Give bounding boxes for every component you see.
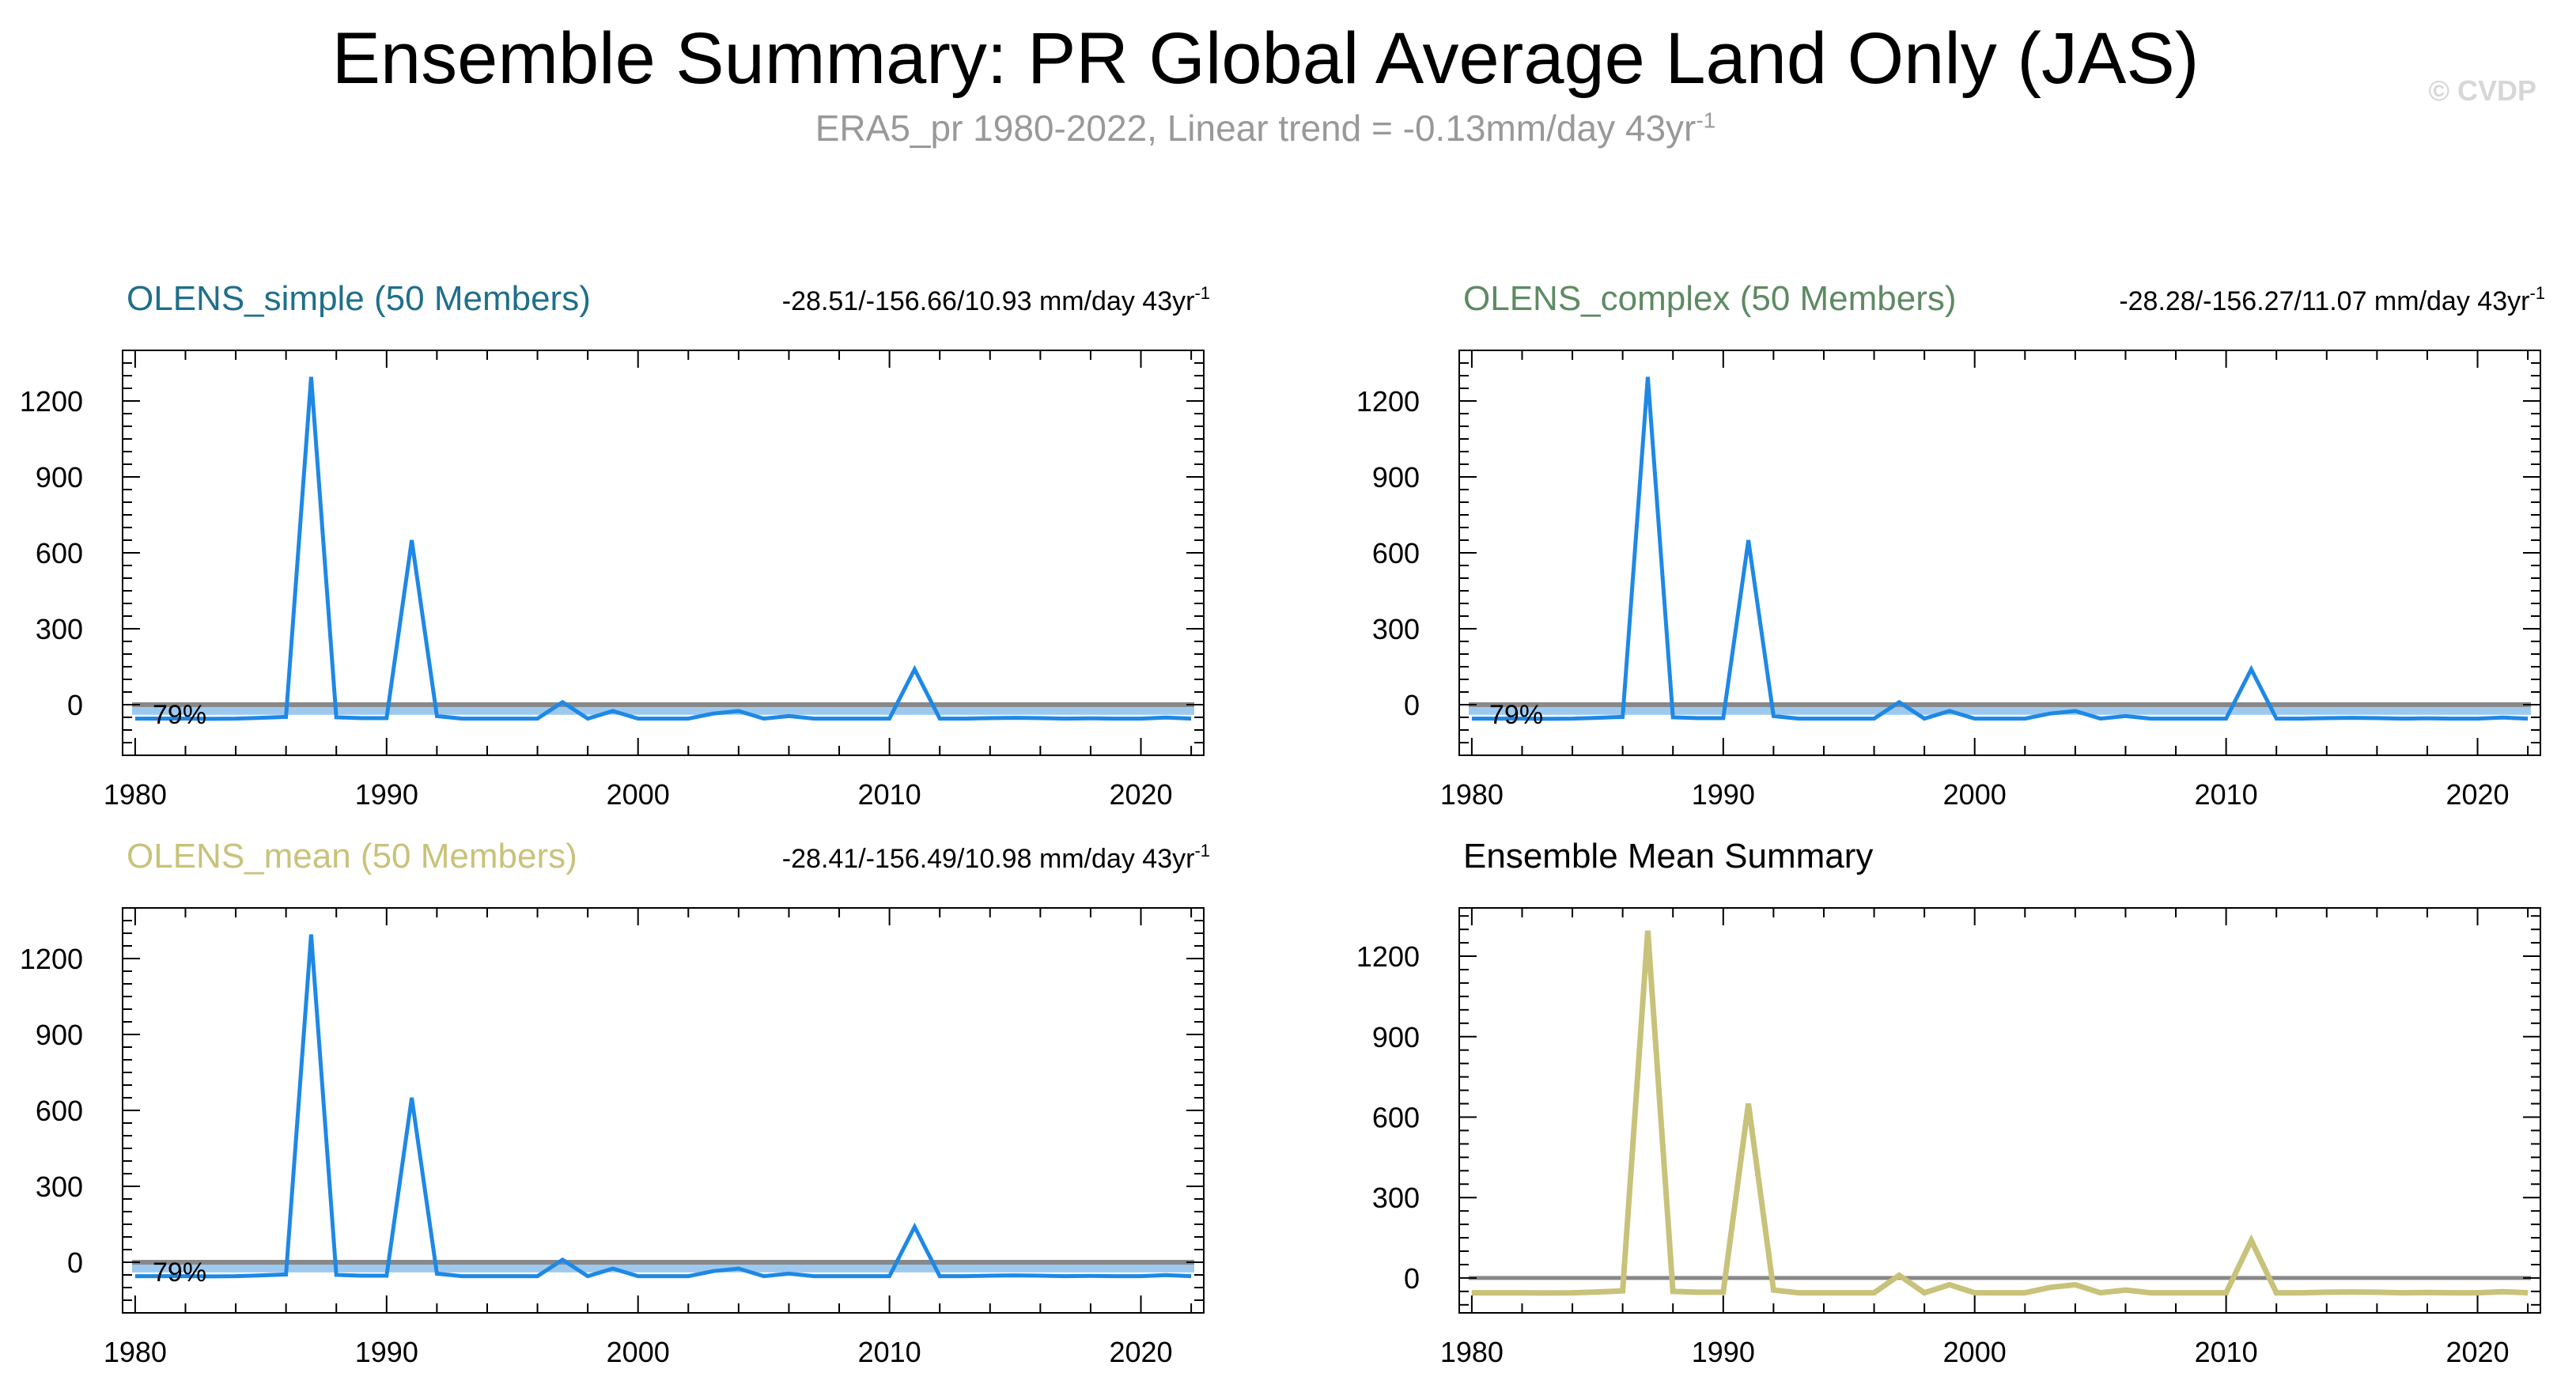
chart-panel-4: Ensemble Mean Summary 0 300 600 900 1200 1980 1… (1356, 837, 2541, 1368)
y-tick-label: 600 (1372, 1101, 1420, 1133)
plot-frame (1458, 350, 2541, 756)
x-tick-label: 2020 (2445, 778, 2509, 811)
y-tick-label: 600 (1372, 537, 1420, 569)
chart-panel-2: OLENS_complex (50 Members) -28.28/-156.27… (1356, 279, 2545, 811)
x-tick-label: 1990 (1692, 778, 1755, 811)
series-line (134, 934, 1192, 1279)
x-tick-label: 2020 (2445, 1336, 2509, 1368)
plot-frame (122, 907, 1205, 1314)
panel-stats: -28.41/-156.49/10.98 mm/day 43yr-1 (782, 841, 1210, 874)
x-tick-label: 2010 (858, 1336, 921, 1368)
y-tick-label: 600 (36, 1095, 83, 1127)
panel-title: OLENS_mean (50 Members) (127, 837, 577, 876)
subtitle-text: ERA5_pr 1980-2022, Linear trend = -0.13m… (815, 108, 1697, 149)
x-tick-label: 2010 (2195, 1336, 2258, 1368)
y-tick-label: 1200 (20, 385, 83, 418)
x-tick-label: 1990 (355, 1336, 418, 1368)
y-tick-label: 900 (36, 1019, 83, 1051)
panel-title: OLENS_complex (50 Members) (1463, 279, 1957, 318)
x-tick-label: 2000 (607, 1336, 670, 1368)
panel-stats: -28.51/-156.66/10.93 mm/day 43yr-1 (782, 283, 1210, 316)
y-tick-label: 0 (1404, 1262, 1420, 1295)
y-tick-label: 1200 (1356, 940, 1420, 973)
y-tick-label: 900 (1372, 1021, 1420, 1053)
cvdp-watermark: © CVDP (2428, 74, 2536, 107)
y-tick-label: 0 (67, 1246, 83, 1279)
y-tick-label: 300 (36, 613, 83, 645)
subtitle-superscript: -1 (1696, 108, 1716, 133)
spread-band (132, 705, 1194, 715)
x-tick-label: 1980 (1440, 1336, 1504, 1368)
spread-band (1469, 705, 2531, 715)
y-tick-label: 300 (1372, 1182, 1420, 1214)
x-tick-label: 2010 (858, 778, 921, 811)
y-tick-label: 900 (1372, 461, 1420, 494)
x-tick-label: 1980 (104, 778, 167, 811)
x-tick-label: 2020 (1109, 778, 1172, 811)
y-tick-label: 300 (1372, 613, 1420, 645)
panel-title: Ensemble Mean Summary (1463, 837, 1873, 876)
x-tick-label: 2000 (1943, 1336, 2007, 1368)
x-tick-label: 1990 (355, 778, 418, 811)
series-line (1471, 376, 2529, 721)
percent-label: 79% (153, 1258, 206, 1288)
plot-frame (1458, 907, 2541, 1314)
spread-band (132, 1262, 1194, 1273)
chart-panel-1: OLENS_simple (50 Members) -28.51/-156.66/… (20, 279, 1210, 811)
y-tick-label: 0 (67, 689, 83, 721)
series-line (1471, 930, 2529, 1296)
x-tick-label: 2010 (2195, 778, 2258, 811)
y-tick-label: 1200 (1356, 385, 1420, 418)
y-tick-label: 300 (36, 1171, 83, 1203)
panel-stats: -28.28/-156.27/11.07 mm/day 43yr-1 (2119, 283, 2545, 316)
subtitle: ERA5_pr 1980-2022, Linear trend = -0.13m… (0, 107, 2531, 149)
x-tick-label: 1980 (104, 1336, 167, 1368)
y-tick-label: 900 (36, 461, 83, 494)
y-tick-label: 600 (36, 537, 83, 569)
chart-panel-3: OLENS_mean (50 Members) -28.41/-156.49/10… (20, 837, 1210, 1368)
percent-label: 79% (1489, 700, 1543, 730)
series-line (134, 376, 1192, 721)
x-tick-label: 1980 (1440, 778, 1504, 811)
main-title: Ensemble Summary: PR Global Average Land… (331, 18, 2200, 99)
x-tick-label: 2000 (607, 778, 670, 811)
x-tick-label: 2000 (1943, 778, 2007, 811)
percent-label: 79% (153, 700, 206, 730)
plot-frame (122, 350, 1205, 756)
y-tick-label: 1200 (20, 943, 83, 975)
y-tick-label: 0 (1404, 689, 1420, 721)
x-tick-label: 2020 (1109, 1336, 1172, 1368)
panel-title: OLENS_simple (50 Members) (127, 279, 591, 318)
x-tick-label: 1990 (1692, 1336, 1755, 1368)
